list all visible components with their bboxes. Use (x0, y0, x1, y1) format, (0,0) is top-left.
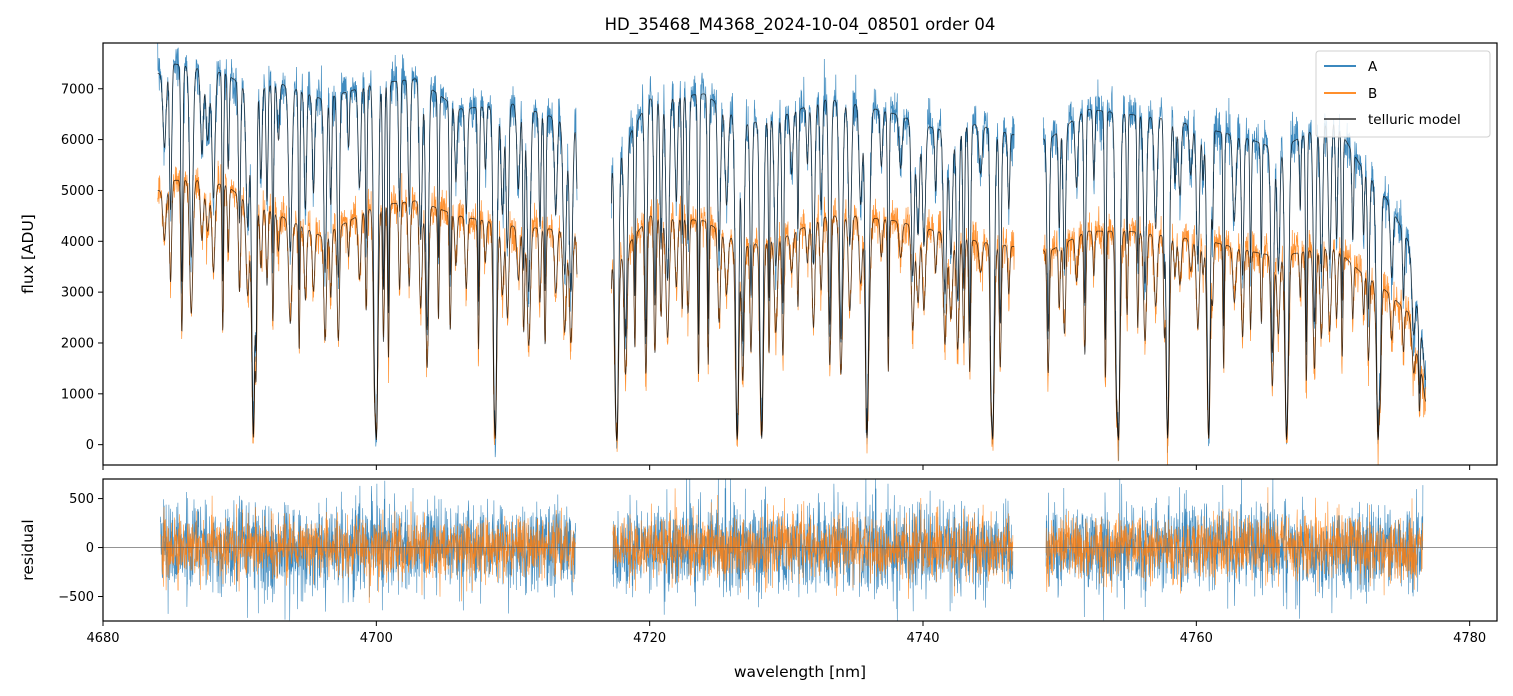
residual-panel: −500 0 500 4680 4700 4720 4740 4760 4780 residu… (19, 478, 1498, 681)
chart-title: HD_35468_M4368_2024-10-04_08501 order 04 (605, 15, 996, 35)
residual-series-b-line (160, 487, 1424, 604)
flux-axes-frame (102, 42, 1498, 466)
residual-x-tick-label: 4760 (1180, 631, 1213, 646)
residual-axes-frame (102, 478, 1498, 622)
flux-y-tick-label: 7000 (61, 82, 94, 97)
residual-x-tick-label: 4780 (1453, 631, 1486, 646)
residual-x-tick-label: 4740 (906, 631, 939, 646)
flux-y-tick-label: 6000 (61, 133, 94, 148)
legend-label-telluric: telluric model (1368, 112, 1461, 128)
flux-y-axis-label: flux [ADU] (19, 214, 37, 294)
legend-label-b: B (1368, 86, 1377, 102)
legend: A B telluric model (1315, 50, 1491, 138)
residual-y-tick-label: 0 (86, 541, 94, 556)
flux-panel: 0 1000 2000 3000 4000 5000 6000 7000 flux [ADU]… (19, 42, 1498, 470)
residual-y-tick-label: 500 (69, 492, 94, 507)
residual-x-tick-label: 4720 (633, 631, 666, 646)
residual-y-axis-label: residual (19, 519, 37, 580)
residual-x-tick-label: 4700 (360, 631, 393, 646)
residual-x-tick-label: 4680 (86, 631, 119, 646)
flux-y-tick-label: 5000 (61, 184, 94, 199)
flux-y-tick-label: 1000 (61, 387, 94, 402)
flux-y-tick-label: 4000 (61, 235, 94, 250)
residual-y-tick-label: −500 (58, 590, 94, 605)
flux-y-tick-label: 0 (86, 438, 94, 453)
legend-label-a: A (1368, 59, 1378, 75)
flux-y-tick-label: 2000 (61, 336, 94, 351)
flux-y-tick-label: 3000 (61, 286, 94, 301)
telluric-model-line-b (157, 179, 1427, 441)
legend-box (1315, 50, 1491, 138)
telluric-model-line-a (157, 63, 1427, 439)
x-axis-label: wavelength [nm] (734, 663, 866, 681)
